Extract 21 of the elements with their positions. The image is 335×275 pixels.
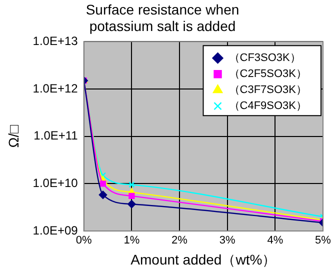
y-tick-label: 1.0E+10 [32, 176, 78, 190]
legend-label: （C2F5SO3K） [228, 68, 308, 80]
x-axis-title: Amount added（wt%） [130, 251, 276, 268]
y-tick-label: 1.0E+09 [32, 223, 78, 238]
legend-label: （C4F9SO3K） [228, 100, 308, 112]
x-tick-label: 3% [219, 234, 236, 247]
x-tick-label: 0% [76, 234, 92, 247]
x-tick-label: 2% [172, 234, 188, 247]
y-tick-label: 1.0E+13 [32, 34, 78, 48]
point [100, 172, 106, 178]
chart-title: Surface resistance when potassium salt is added [86, 1, 240, 34]
y-tick-label: 1.0E+11 [34, 128, 78, 143]
legend-label: （C3F7SO3K） [228, 84, 308, 96]
y-axis-title: Ω/□ [5, 124, 22, 148]
x-tick-label: 5% [315, 234, 332, 247]
point [128, 182, 135, 188]
x-tick-label: 1% [124, 234, 140, 247]
legend-label: （CF3SO3K） [228, 52, 301, 64]
y-tick-label: 1.0E+12 [32, 81, 78, 96]
point [128, 192, 135, 200]
x-tick-label: 4% [267, 234, 284, 247]
